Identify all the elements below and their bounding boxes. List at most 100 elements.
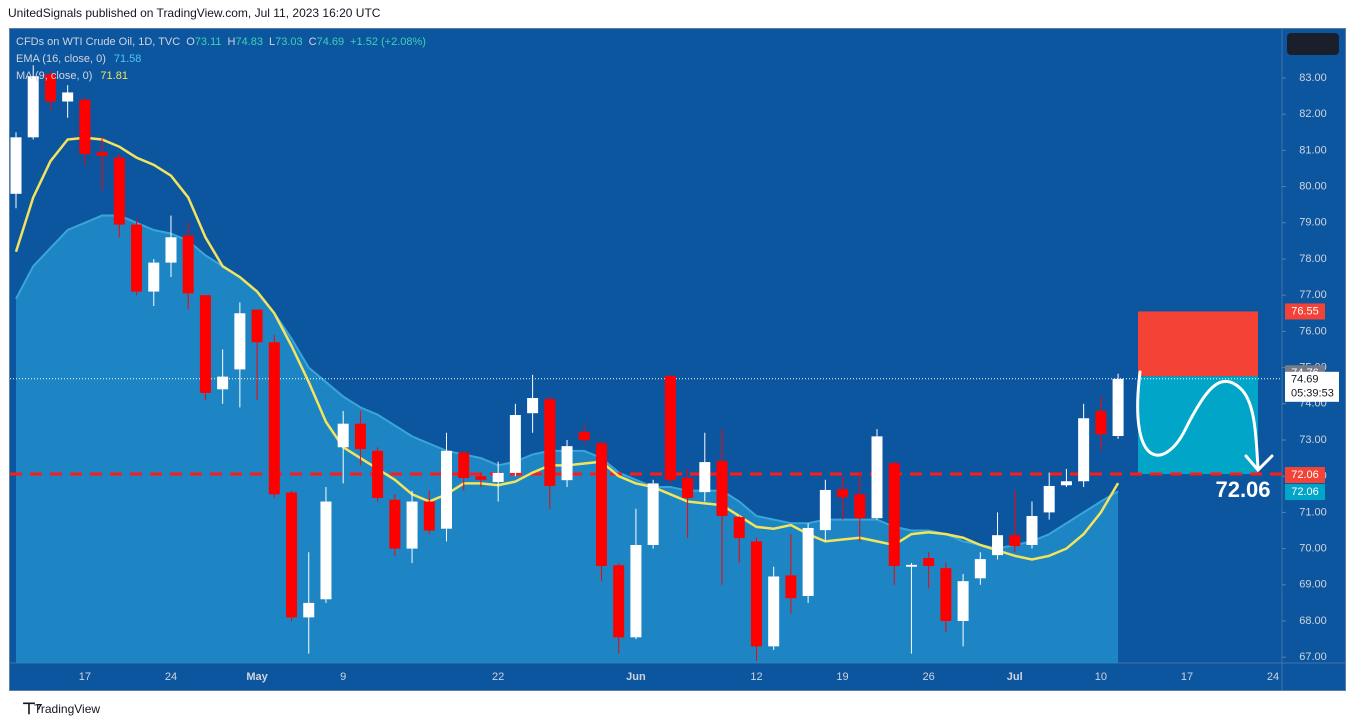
candle-body bbox=[113, 157, 125, 225]
legend-ma: MA (9, close, 0) 71.81 bbox=[16, 70, 128, 82]
candle-body bbox=[1043, 485, 1055, 513]
legend-ema: EMA (16, close, 0) 71.58 bbox=[16, 53, 141, 65]
candle-body bbox=[234, 313, 246, 370]
candle-body bbox=[96, 152, 108, 156]
candle-body bbox=[165, 237, 177, 263]
candle-body bbox=[682, 478, 694, 498]
stop-zone bbox=[1138, 311, 1258, 377]
candle-body bbox=[733, 517, 745, 539]
ohlc-value: 73.03 bbox=[275, 36, 303, 48]
x-tick-label: 17 bbox=[79, 671, 91, 683]
candle-body bbox=[888, 463, 900, 566]
candle-body bbox=[199, 295, 211, 393]
candle-body bbox=[905, 564, 917, 567]
forecast-arrow bbox=[1136, 370, 1274, 473]
y-tick-label: 77.00 bbox=[1299, 289, 1327, 301]
price-label-text: 72.06 bbox=[1291, 486, 1319, 498]
candle-body bbox=[423, 501, 435, 531]
y-tick-label: 81.00 bbox=[1299, 144, 1327, 156]
prefix: L bbox=[269, 36, 275, 48]
candle-body bbox=[578, 432, 590, 440]
marks: 67.0068.0069.0070.0071.0072.0073.0074.00… bbox=[10, 65, 1339, 683]
x-tick-label: 19 bbox=[836, 671, 848, 683]
indicator-value: 71.81 bbox=[100, 70, 128, 82]
toolbar-button[interactable] bbox=[1287, 33, 1339, 55]
y-tick-label: 68.00 bbox=[1299, 615, 1327, 627]
price-label: 76.55 bbox=[1285, 303, 1325, 320]
indicator-name: EMA (16, close, 0) bbox=[16, 53, 106, 65]
candle-body bbox=[492, 472, 504, 482]
candle-body bbox=[750, 541, 762, 647]
price-label-bg bbox=[1285, 467, 1325, 484]
candle-body bbox=[148, 262, 160, 292]
candle-body bbox=[957, 581, 969, 622]
candle-body bbox=[1112, 378, 1124, 437]
x-tick-label: 12 bbox=[750, 671, 762, 683]
x-tick-label: 22 bbox=[492, 671, 504, 683]
price-label-bg bbox=[1285, 303, 1325, 320]
header: UnitedSignals published on TradingView.c… bbox=[8, 6, 381, 20]
price-label: 72.06 bbox=[1285, 484, 1325, 501]
candle-body bbox=[441, 450, 452, 529]
candle-body bbox=[647, 483, 659, 545]
candle-body bbox=[182, 235, 194, 294]
candle-body bbox=[992, 535, 1004, 556]
legend-symbol: CFDs on WTI Crude Oil, 1D, TVC O73.11 H74.… bbox=[16, 36, 426, 48]
candle-body bbox=[27, 76, 39, 138]
candle-body bbox=[268, 342, 280, 495]
candle-body bbox=[509, 415, 521, 473]
x-tick-label: 9 bbox=[340, 671, 346, 683]
candle-body bbox=[251, 309, 263, 343]
symbol: CFDs on WTI Crude Oil, 1D, TVC bbox=[16, 36, 180, 48]
candle-body bbox=[10, 137, 22, 194]
indicator-name: MA (9, close, 0) bbox=[16, 70, 92, 82]
y-tick-label: 79.00 bbox=[1299, 217, 1327, 229]
candle-body bbox=[613, 565, 625, 638]
candle-body bbox=[630, 544, 642, 638]
candle-body bbox=[699, 462, 711, 493]
y-tick-label: 71.00 bbox=[1299, 506, 1327, 518]
candle-body bbox=[802, 527, 814, 597]
candle-body bbox=[974, 559, 986, 579]
candle-body bbox=[217, 376, 229, 390]
x-tick-label: Jul bbox=[1007, 671, 1023, 683]
ohlc-value: 74.83 bbox=[235, 36, 263, 48]
logo-mark: ⊤⁷ bbox=[22, 701, 43, 718]
y-tick-label: 83.00 bbox=[1299, 72, 1327, 84]
candle-body bbox=[1078, 418, 1090, 482]
ohlc-value: 74.69 bbox=[317, 36, 345, 48]
candle-body bbox=[354, 423, 366, 450]
y-tick-label: 80.00 bbox=[1299, 180, 1327, 192]
y-tick-label: 70.00 bbox=[1299, 543, 1327, 555]
candle-body bbox=[527, 397, 539, 414]
candle-body bbox=[79, 99, 91, 154]
candle-body bbox=[303, 602, 315, 618]
y-tick-label: 73.00 bbox=[1299, 434, 1327, 446]
x-tick-label: 17 bbox=[1181, 671, 1193, 683]
x-tick-label: 10 bbox=[1095, 671, 1107, 683]
target-zone bbox=[1138, 376, 1258, 475]
candle-body bbox=[940, 568, 952, 622]
x-tick-label: 26 bbox=[923, 671, 935, 683]
y-tick-label: 76.00 bbox=[1299, 325, 1327, 337]
countdown: 05:39:53 bbox=[1291, 388, 1334, 400]
candle-body bbox=[544, 399, 556, 486]
indicator-value: 71.58 bbox=[114, 53, 142, 65]
candle-body bbox=[1026, 516, 1038, 545]
prefix: O bbox=[186, 36, 195, 48]
last-price: 74.69 bbox=[1291, 374, 1319, 386]
target-label: 72.06 bbox=[1215, 477, 1270, 502]
candle-body bbox=[785, 575, 797, 599]
candle-body bbox=[854, 494, 866, 519]
candle-body bbox=[561, 446, 573, 481]
candle-body bbox=[320, 501, 332, 600]
x-tick-label: May bbox=[246, 671, 268, 683]
price-label-text: 72.06 bbox=[1291, 469, 1319, 481]
price-label-text: 76.55 bbox=[1291, 305, 1319, 317]
candle-body bbox=[44, 74, 56, 102]
x-tick-label: 24 bbox=[165, 671, 177, 683]
prefix: H bbox=[228, 36, 236, 48]
y-tick-label: 69.00 bbox=[1299, 579, 1327, 591]
